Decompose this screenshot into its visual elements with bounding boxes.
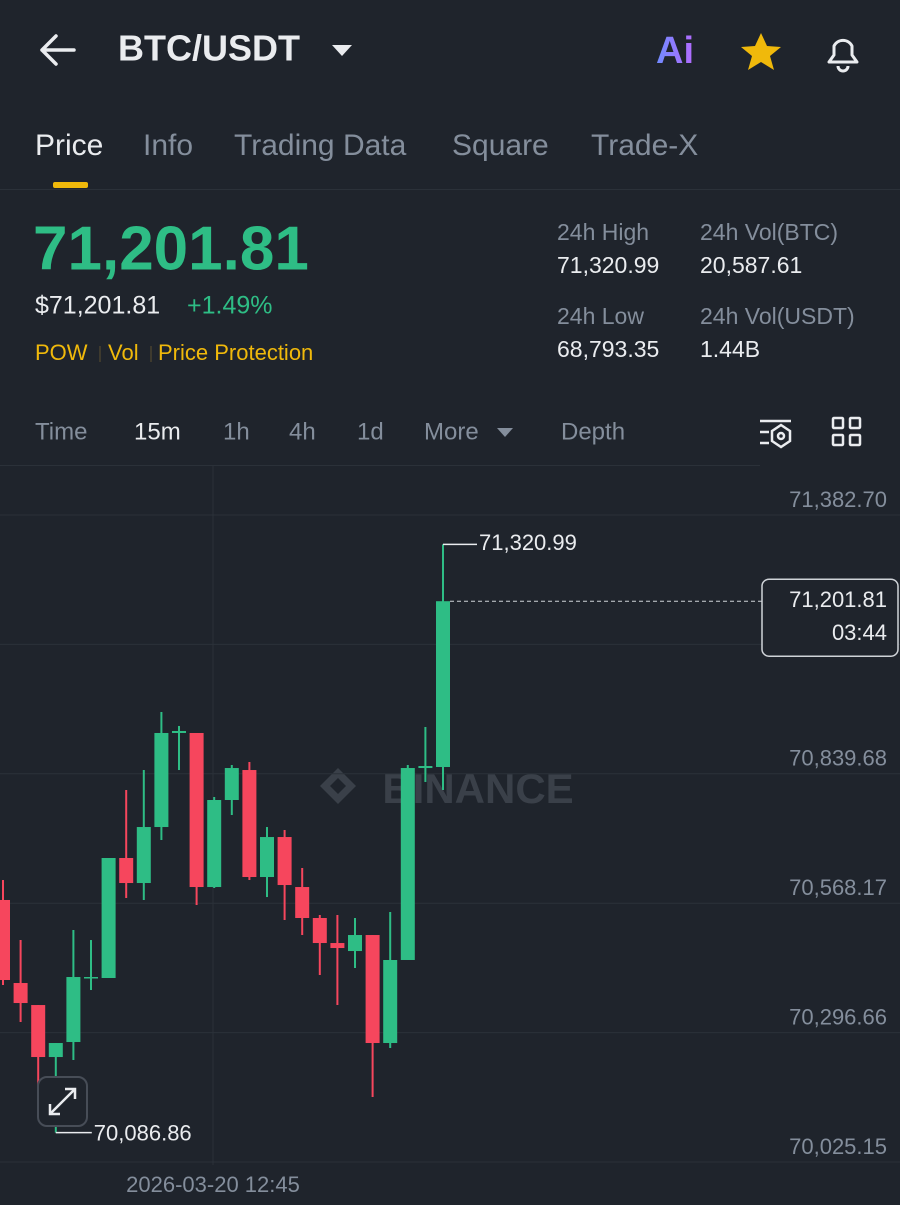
interval[interactable]: 1h (223, 418, 250, 445)
tag[interactable]: Price Protection (158, 340, 313, 365)
tabs: Price Info Trading Data Square Trade-X (35, 129, 698, 162)
candle-body (312, 918, 327, 944)
time-label: 2026-03-20 12:45 (126, 1172, 300, 1197)
stat-label: 24h Vol(USDT) (700, 303, 855, 329)
candle-body (172, 730, 186, 733)
y-tick-label: 70,568.17 (789, 875, 887, 900)
tab[interactable]: Price (35, 129, 103, 162)
y-tick-label: 70,025.15 (789, 1134, 887, 1159)
high-label: 71,320.99 (479, 530, 577, 555)
pair-dropdown[interactable] (332, 45, 352, 56)
candle-body (207, 799, 222, 888)
candlestick-chart: BINANCE71,382.7071,111.1970,839.6870,568… (0, 466, 900, 1197)
back-button[interactable] (40, 34, 76, 66)
interval[interactable]: 15m (134, 418, 181, 445)
tab[interactable]: Trading Data (234, 129, 407, 162)
tag[interactable]: Vol (108, 340, 139, 365)
candle-body (400, 768, 415, 960)
stat-value: 68,793.35 (557, 336, 659, 362)
candle-body (0, 899, 10, 981)
expand-button[interactable] (37, 1076, 88, 1127)
interval[interactable]: More (424, 418, 479, 445)
stat-value: 1.44B (700, 336, 760, 362)
stat-value: 20,587.61 (700, 252, 802, 278)
last-price: 71,201.81 (33, 214, 309, 283)
candle-body (48, 1043, 63, 1058)
last-price-box (761, 578, 899, 657)
more-dropdown[interactable] (497, 428, 513, 437)
candle-body (119, 858, 134, 884)
candle-body (154, 732, 169, 828)
interval[interactable]: 1d (357, 418, 384, 445)
watermark-logo (320, 768, 356, 804)
candle-body (84, 977, 98, 979)
layout-grid[interactable] (831, 416, 862, 447)
candle-body (418, 766, 433, 769)
low-label: 70,086.86 (94, 1120, 192, 1145)
candle-body (136, 827, 151, 884)
candle-body (242, 770, 257, 878)
stat-value: 71,320.99 (557, 252, 659, 278)
candle-body (436, 601, 450, 768)
candle-body (31, 1005, 46, 1058)
candle-body (66, 977, 81, 1043)
y-tick-label: 70,296.66 (789, 1004, 887, 1029)
last-price-label: 71,201.81 (789, 587, 887, 612)
candle-body (13, 983, 28, 1004)
tag[interactable]: POW (35, 340, 88, 365)
pair-title[interactable]: BTC/USDT (118, 28, 300, 69)
usd-price: $71,201.81 (35, 292, 160, 320)
candle-body (224, 768, 239, 800)
candle-body (277, 837, 292, 886)
tab[interactable]: Square (452, 129, 549, 162)
stat-label: 24h Vol(BTC) (700, 219, 838, 245)
candle-body (260, 837, 274, 878)
interval[interactable]: Depth (561, 418, 625, 445)
stat-label: 24h High (557, 219, 649, 245)
candle-body (383, 959, 398, 1044)
y-tick-label: 70,839.68 (789, 746, 887, 771)
tab[interactable]: Trade-X (591, 129, 698, 162)
candle-body (365, 935, 380, 1044)
favorite-star[interactable] (741, 33, 781, 70)
candle-body (348, 935, 362, 952)
countdown: 03:44 (832, 620, 887, 645)
candle-body (101, 858, 116, 979)
indicator-settings[interactable] (760, 419, 792, 449)
interval[interactable]: Time (35, 418, 87, 445)
y-tick-label: 71,382.70 (789, 487, 887, 512)
price-change: +1.49% (187, 292, 273, 320)
ai-button[interactable]: Ai (656, 30, 694, 72)
candle-body (189, 732, 204, 888)
tab-indicator (53, 182, 88, 188)
candle-body (295, 887, 310, 919)
interval[interactable]: 4h (289, 418, 316, 445)
bell-icon[interactable] (827, 38, 859, 73)
interval-bar: Time 15m 1h 4h 1d More Depth (35, 418, 625, 445)
candle-body (330, 943, 345, 949)
tab[interactable]: Info (143, 129, 193, 162)
stat-label: 24h Low (557, 303, 644, 329)
